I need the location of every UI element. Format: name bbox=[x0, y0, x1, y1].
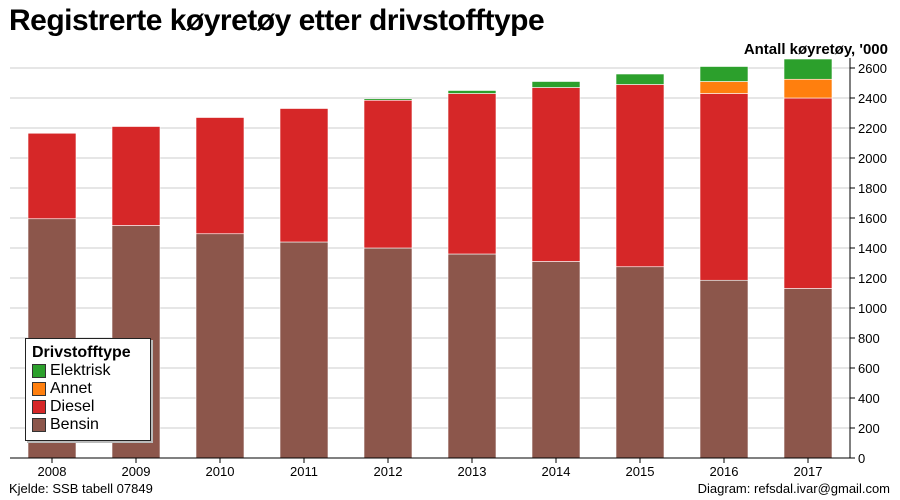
legend-label: Diesel bbox=[50, 398, 95, 415]
bar-diesel bbox=[27, 132, 77, 220]
y-tick-label: 600 bbox=[858, 361, 880, 376]
bar-elektrisk bbox=[783, 58, 833, 80]
bar-diesel bbox=[363, 99, 413, 249]
bar-elektrisk bbox=[531, 81, 581, 88]
x-tick-label: 2011 bbox=[290, 464, 318, 479]
bar-diesel bbox=[279, 108, 329, 243]
y-tick-label: 1400 bbox=[858, 241, 887, 256]
bar-bensin bbox=[447, 253, 497, 459]
y-tick-label: 2400 bbox=[858, 91, 887, 106]
legend: Drivstofftype Elektrisk Annet Diesel Bensin bbox=[25, 338, 151, 441]
x-tick-label: 2008 bbox=[38, 464, 67, 479]
x-tick-label: 2017 bbox=[794, 464, 823, 479]
chart-title: Registrerte køyretøy etter drivstofftype bbox=[9, 4, 545, 37]
bar-bensin bbox=[615, 266, 665, 459]
bar-bensin bbox=[531, 261, 581, 459]
y-tick-label: 400 bbox=[858, 391, 880, 406]
bar-diesel bbox=[783, 97, 833, 289]
bar-bensin bbox=[363, 247, 413, 459]
legend-item-elektrisk: Elektrisk bbox=[32, 362, 144, 380]
legend-item-bensin: Bensin bbox=[32, 416, 144, 434]
bar-diesel bbox=[615, 84, 665, 268]
legend-item-diesel: Diesel bbox=[32, 398, 144, 416]
bar-elektrisk bbox=[363, 98, 413, 101]
y-tick-label: 800 bbox=[858, 331, 880, 346]
bar-annet bbox=[783, 78, 833, 99]
x-tick-label: 2010 bbox=[206, 464, 235, 479]
bar-bensin bbox=[783, 288, 833, 459]
y-tick-label: 1000 bbox=[858, 301, 887, 316]
x-tick-label: 2014 bbox=[542, 464, 571, 479]
bar-bensin bbox=[279, 241, 329, 459]
legend-swatch bbox=[32, 418, 46, 432]
y-tick-label: 1200 bbox=[858, 271, 887, 286]
bar-elektrisk bbox=[699, 66, 749, 82]
x-tick-label: 2013 bbox=[458, 464, 487, 479]
bar-bensin bbox=[195, 233, 245, 459]
legend-label: Bensin bbox=[50, 416, 99, 433]
y-tick-label: 200 bbox=[858, 421, 880, 436]
bar-diesel bbox=[531, 87, 581, 262]
y-tick-label: 1800 bbox=[858, 181, 887, 196]
bar-elektrisk bbox=[615, 73, 665, 85]
bar-bensin bbox=[699, 279, 749, 459]
source-note: Kjelde: SSB tabell 07849 bbox=[9, 481, 153, 496]
legend-title: Drivstofftype bbox=[32, 344, 131, 361]
bar-diesel bbox=[111, 126, 161, 226]
x-tick-label: 2015 bbox=[626, 464, 655, 479]
legend-item-annet: Annet bbox=[32, 380, 144, 398]
y-tick-label: 2600 bbox=[858, 61, 887, 76]
bar-elektrisk bbox=[447, 90, 497, 94]
legend-label: Elektrisk bbox=[50, 362, 111, 379]
legend-label: Annet bbox=[50, 380, 92, 397]
x-tick-label: 2012 bbox=[374, 464, 403, 479]
bar-diesel bbox=[447, 93, 497, 255]
y-axis-unit-label: Antall køyretøy, '000 bbox=[743, 41, 888, 58]
bar-diesel bbox=[699, 93, 749, 281]
y-tick-label: 1600 bbox=[858, 211, 887, 226]
y-tick-label: 2200 bbox=[858, 121, 887, 136]
legend-swatch bbox=[32, 364, 46, 378]
bar-annet bbox=[699, 81, 749, 94]
x-tick-label: 2009 bbox=[122, 464, 151, 479]
bar-diesel bbox=[195, 117, 245, 235]
x-tick-label: 2016 bbox=[710, 464, 739, 479]
legend-swatch bbox=[32, 400, 46, 414]
legend-swatch bbox=[32, 382, 46, 396]
y-tick-label: 0 bbox=[858, 451, 865, 466]
y-tick-label: 2000 bbox=[858, 151, 887, 166]
credit-note: Diagram: refsdal.ivar@gmail.com bbox=[697, 481, 890, 496]
